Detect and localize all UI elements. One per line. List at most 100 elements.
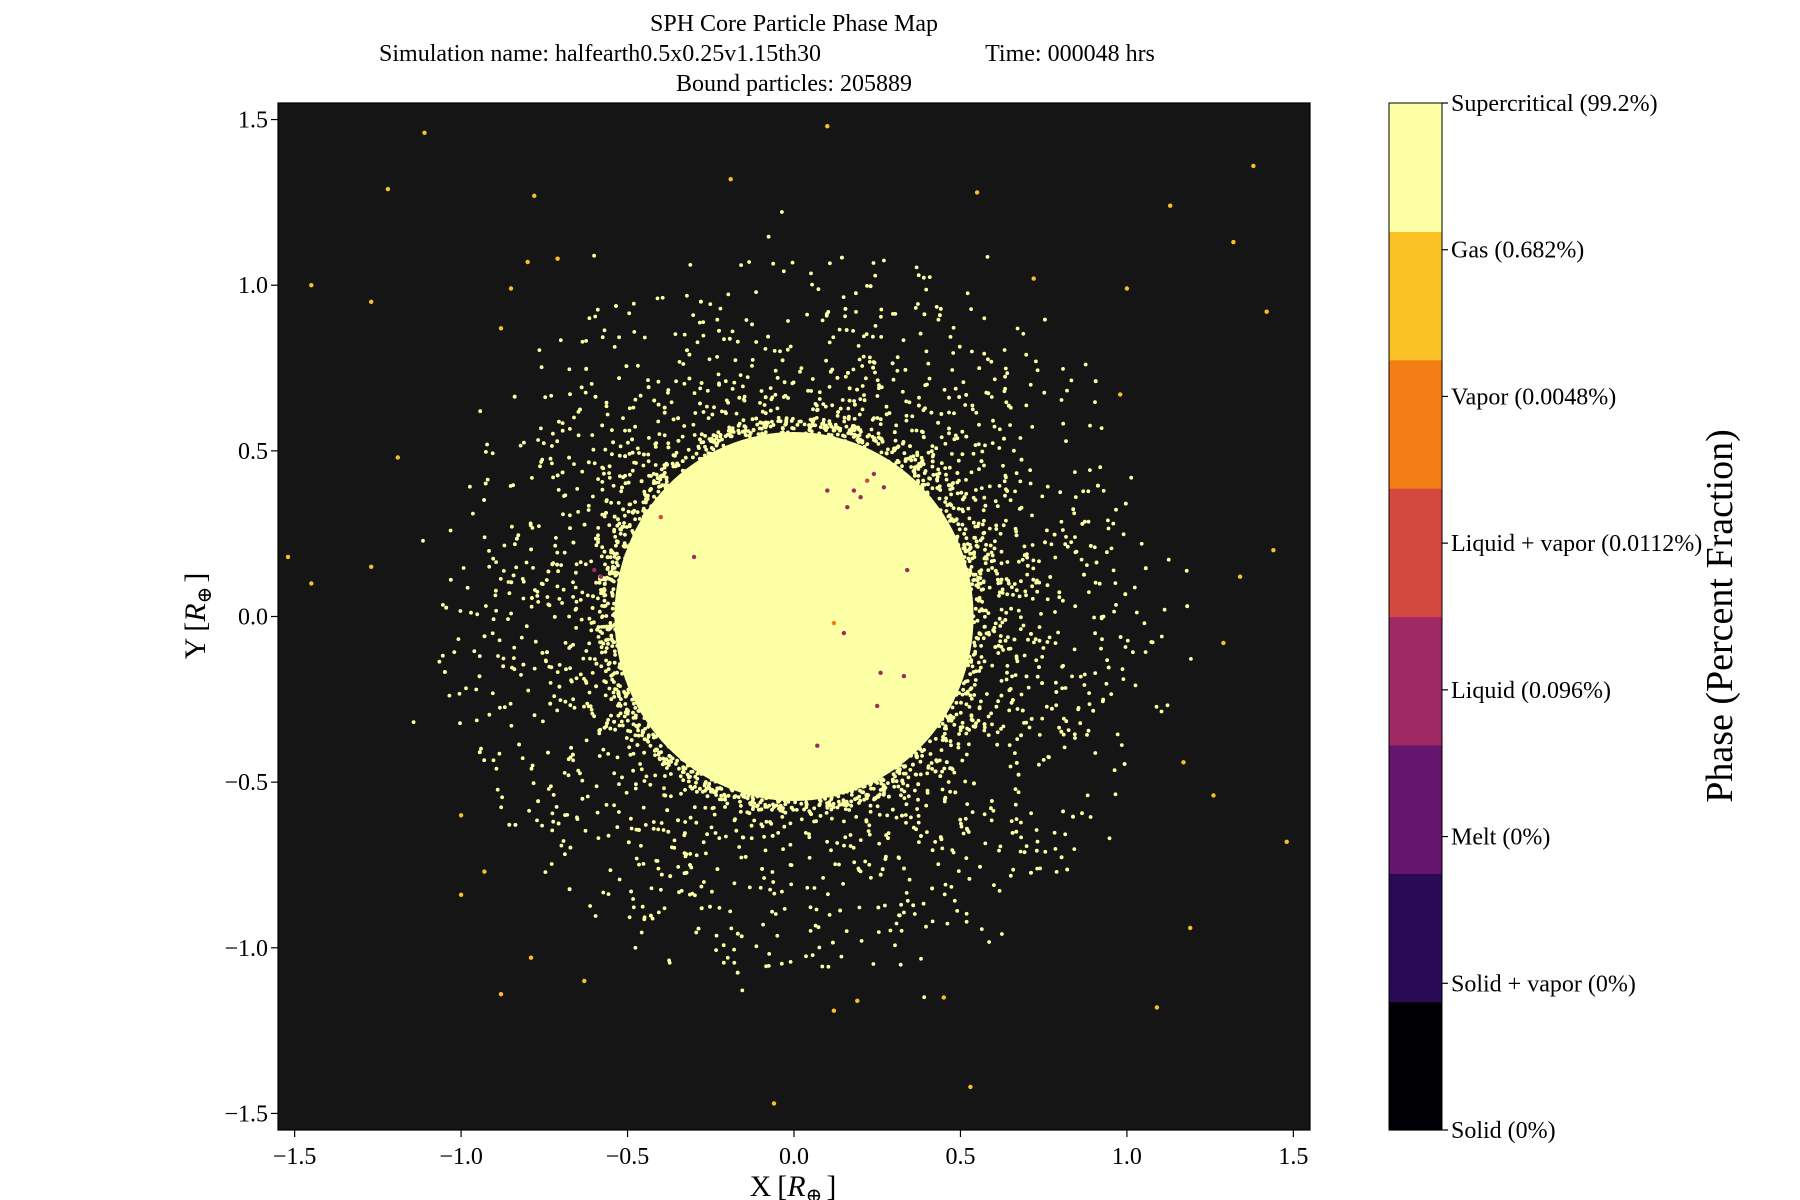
data-point [631, 716, 636, 720]
data-point [974, 636, 979, 640]
data-point [807, 426, 812, 431]
data-point [973, 643, 977, 648]
data-point [691, 455, 695, 460]
data-point [970, 582, 974, 587]
data-point [783, 810, 788, 815]
data-point [920, 749, 924, 754]
data-point [813, 423, 818, 428]
data-point [604, 669, 608, 674]
data-point [886, 781, 890, 785]
data-point [977, 669, 982, 673]
data-point [610, 672, 615, 677]
data-point [944, 509, 949, 513]
data-point [627, 524, 632, 529]
data-point [640, 733, 644, 738]
data-point [956, 522, 961, 527]
data-point [817, 803, 822, 808]
data-point [960, 692, 965, 697]
data-point [605, 624, 610, 629]
data-point [677, 766, 681, 771]
data-point [976, 585, 981, 589]
data-point [961, 687, 966, 692]
data-point [913, 457, 918, 462]
data-point [613, 573, 618, 578]
data-point [610, 644, 615, 648]
data-point [969, 686, 974, 690]
data-point [760, 798, 764, 803]
data-point [624, 525, 629, 529]
data-point [968, 672, 973, 676]
data-point [608, 624, 612, 628]
data-point [986, 630, 991, 635]
chart-subtitle-time: Time: 000048 hrs [985, 41, 1155, 67]
data-point [656, 480, 661, 485]
data-point [926, 482, 930, 487]
data-point [941, 735, 945, 739]
data-point [641, 508, 646, 513]
data-point [694, 780, 698, 785]
data-point [963, 549, 968, 554]
data-point [795, 423, 800, 427]
data-point [963, 679, 968, 684]
data-point [606, 641, 610, 646]
data-point [609, 633, 614, 638]
data-point [940, 721, 945, 726]
data-point [776, 800, 781, 804]
data-point [835, 432, 840, 437]
data-point [714, 443, 719, 448]
data-point [768, 424, 773, 429]
data-point [744, 433, 748, 438]
data-point [727, 425, 732, 430]
data-point [643, 727, 647, 731]
data-point [604, 658, 608, 663]
data-point [622, 541, 627, 545]
data-point [911, 762, 915, 767]
data-point [869, 786, 873, 791]
data-point [602, 598, 607, 603]
data-point [791, 426, 796, 431]
data-point [978, 581, 983, 586]
data-point [971, 578, 976, 582]
series-supercritical-core [597, 416, 991, 815]
data-point [860, 790, 864, 795]
data-point [615, 540, 620, 545]
data-point [849, 799, 854, 804]
data-point [841, 433, 845, 438]
data-point [610, 594, 615, 598]
data-point [646, 735, 651, 739]
data-point [603, 650, 608, 654]
data-point [652, 494, 656, 499]
data-point [625, 718, 630, 723]
data-point [908, 767, 913, 772]
data-point [865, 442, 870, 446]
data-point [607, 570, 612, 575]
data-point [860, 439, 865, 443]
data-point [946, 514, 951, 519]
data-point [865, 792, 869, 797]
data-point [962, 532, 967, 536]
data-point [836, 799, 841, 804]
data-point [964, 536, 969, 540]
chart-subtitle-name: Simulation name: halfearth0.5x0.25v1.15t… [379, 41, 821, 67]
data-point [982, 625, 987, 629]
data-point [976, 660, 981, 665]
data-point [901, 764, 906, 768]
data-point [632, 701, 636, 706]
data-point [977, 569, 982, 574]
data-point [741, 794, 746, 799]
data-point [812, 806, 817, 811]
data-point [968, 551, 973, 556]
data-point [645, 497, 650, 501]
data-point [857, 794, 862, 799]
data-point [954, 517, 959, 522]
data-point [802, 422, 807, 427]
data-point [972, 693, 977, 697]
data-point [633, 733, 638, 738]
data-point [622, 714, 627, 719]
data-point [624, 693, 629, 698]
data-point [678, 774, 683, 779]
data-point [756, 432, 761, 436]
data-point [849, 793, 854, 797]
data-point [968, 546, 973, 551]
